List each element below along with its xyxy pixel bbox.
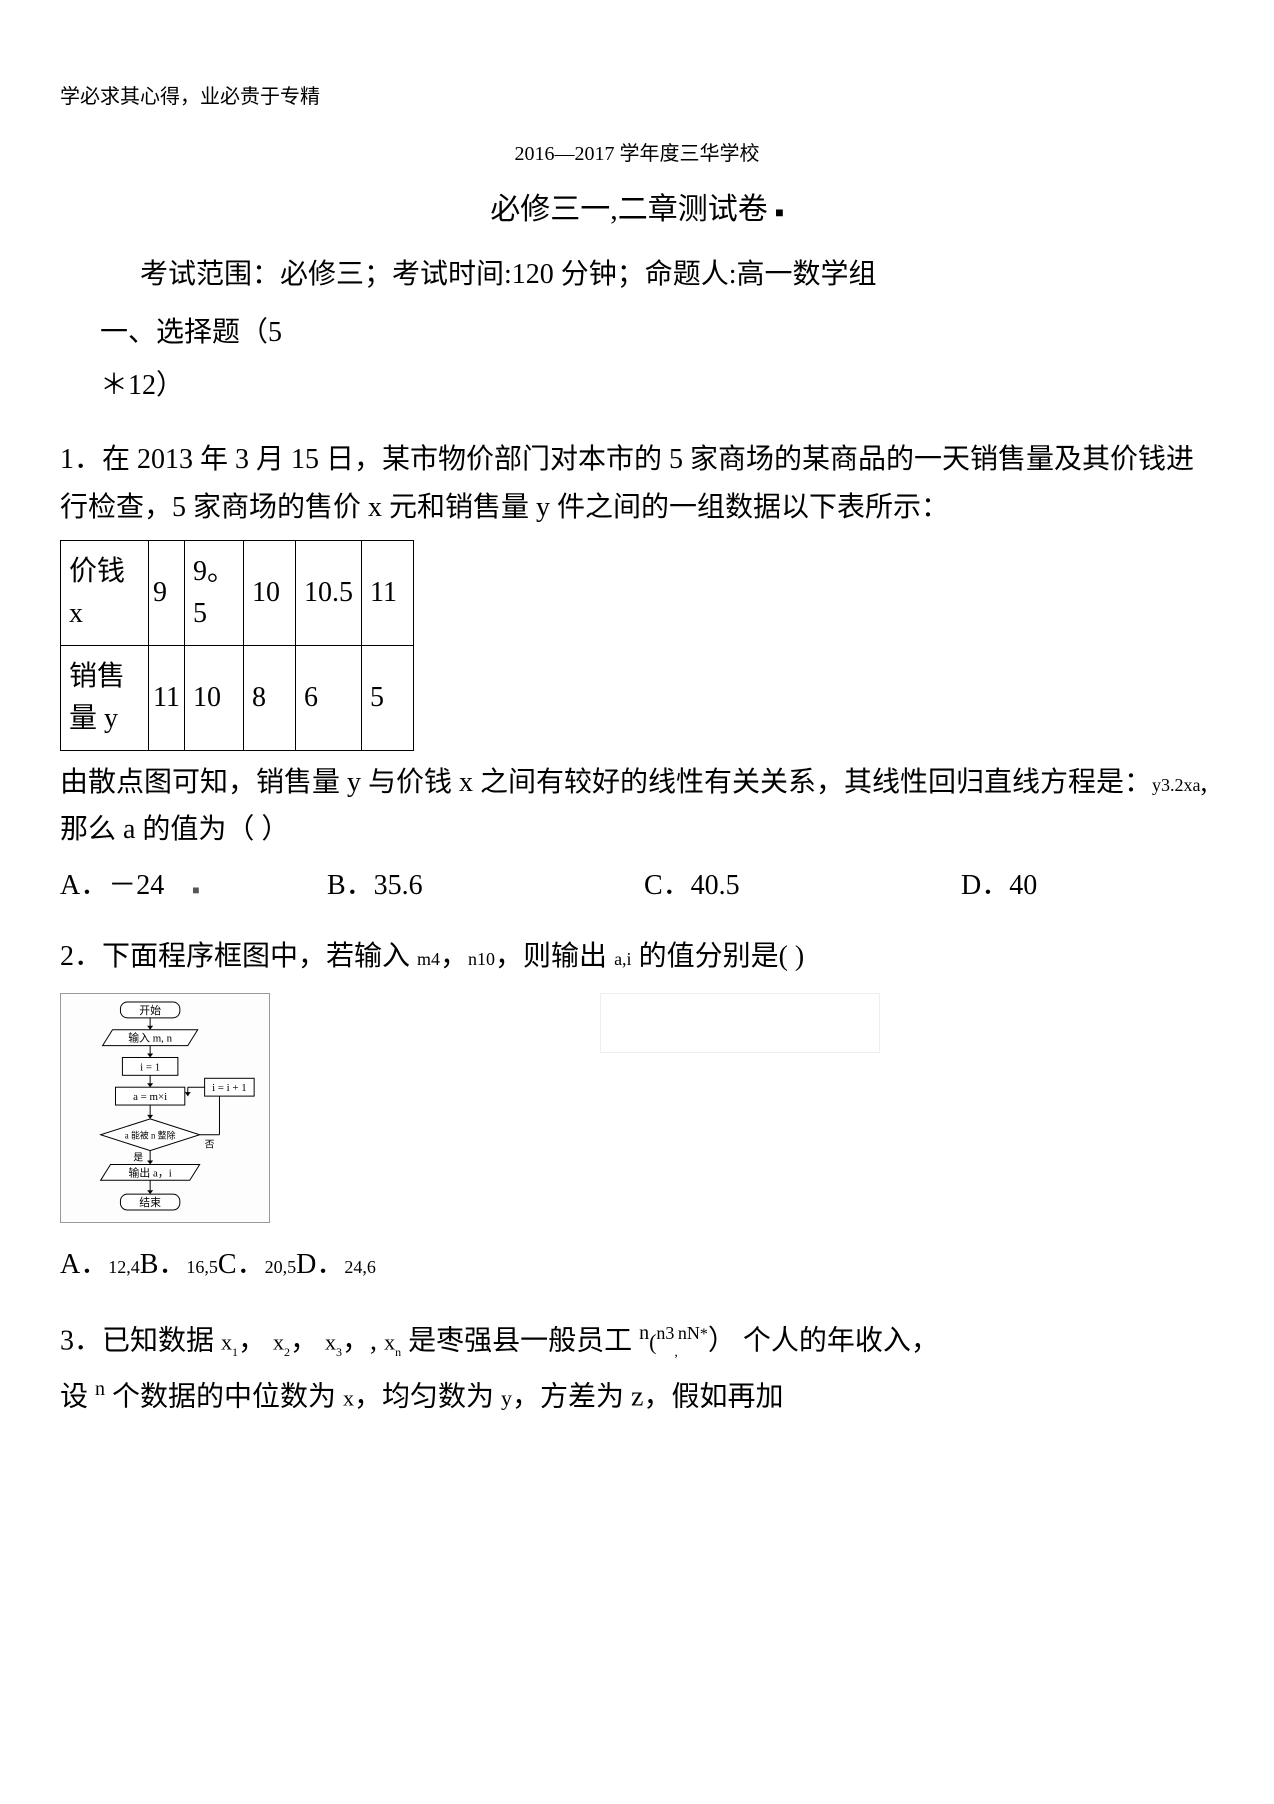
fc-input: 输入 m, n (128, 1031, 172, 1045)
q2-options: A．12,4B．16,5C．20,5D．24,6 (60, 1241, 1214, 1289)
q3-l2c: ，均匀数为 (354, 1381, 501, 1412)
q3-mid1: 是枣强县一般员工 (408, 1325, 639, 1356)
q1-opt-c: C．40.5 (644, 862, 954, 910)
q2-opt-d-v: 24,6 (344, 1257, 376, 1277)
q1-r1-c4: 10.5 (295, 540, 361, 645)
q1-r1-c5: 11 (361, 540, 413, 645)
q2-blank-box (600, 993, 880, 1053)
fc-no: 否 (205, 1139, 215, 1151)
q2-text-c: 的值分别是( ) (632, 941, 805, 972)
q2-opt-b-v: 16,5 (186, 1257, 218, 1277)
q3-c3: ，, (342, 1325, 377, 1356)
epigraph: 学必求其心得，业必贵于专精 (60, 80, 1214, 109)
fc-inc: i = i + 1 (212, 1082, 247, 1094)
q1-opt-d: D．40 (961, 862, 1037, 910)
fc-end: 结束 (139, 1196, 161, 1209)
q3-pre: 3．已知数据 (60, 1325, 221, 1356)
q3-xn: x (384, 1329, 395, 1354)
q3-comma2: , (674, 1344, 678, 1359)
q2-line: 2．下面程序框图中，若输入 m4，n10，则输出 a,i 的值分别是( ) (60, 933, 1214, 981)
q1-text-a: 1．在 2013 年 3 月 15 日，某市物价部门对本市的 5 家商场的某商品… (60, 436, 1214, 531)
q3-mid2: 个人的年收入， (743, 1325, 939, 1356)
q2-opt-c-v: 20,5 (265, 1257, 297, 1277)
dot-icon: ■ (192, 880, 199, 900)
q3-xmed: x (343, 1385, 354, 1410)
fc-calc: a = m×i (133, 1091, 167, 1103)
fc-cond: a 能被 n 整除 (125, 1130, 176, 1141)
q1-opt-a-text: A．－24 (60, 862, 164, 910)
question-1: 1．在 2013 年 3 月 15 日，某市物价部门对本市的 5 家商场的某商品… (60, 436, 1214, 909)
q1-r2-c3: 8 (243, 645, 295, 750)
q1-r2-c2: 10 (184, 645, 243, 750)
q3-sn: n (395, 1344, 401, 1358)
q2-ai: a,i (614, 949, 632, 969)
q2-opt-b-l: B． (140, 1249, 187, 1280)
q1-r1-c2: 9。5 (184, 540, 243, 645)
flowchart-icon: 开始 输入 m, n i = 1 a = m×i a 能被 n 整除 (60, 993, 270, 1223)
q1-row2-label: 销售量 y (61, 645, 149, 750)
q2-opt-a-l: A． (60, 1249, 108, 1280)
school-year: 2016—2017 学年度三华学校 (60, 137, 1214, 166)
title-dot: ■ (775, 206, 783, 221)
q1-table: 价钱 x 9 9。5 10 10.5 11 销售量 y 11 10 8 6 5 (60, 540, 414, 751)
q1-opt-b: B．35.6 (327, 862, 637, 910)
q2-flowchart-row: 开始 输入 m, n i = 1 a = m×i a 能被 n 整除 (60, 993, 1214, 1223)
table-row: 销售量 y 11 10 8 6 5 (61, 645, 414, 750)
fc-out: 输出 a，i (129, 1165, 172, 1179)
q3-n2: n (95, 1378, 105, 1400)
q3-x1: x (221, 1329, 232, 1354)
exam-info: 考试范围：必修三；考试时间:120 分钟；命题人:高一数学组 (140, 252, 1214, 292)
q1-r2-c1: 11 (149, 645, 185, 750)
q1-r1-c1: 9 (149, 540, 185, 645)
q2-opt-c-l: C． (218, 1249, 265, 1280)
q2-text-b: ，则输出 (495, 941, 614, 972)
q1-opt-a: A．－24 ■ (60, 862, 320, 910)
title-text: 必修三一,二章测试卷 (490, 193, 768, 226)
q3-nN: nN (678, 1323, 700, 1343)
question-2: 2．下面程序框图中，若输入 m4，n10，则输出 a,i 的值分别是( ) 开始… (60, 933, 1214, 1288)
section-heading-line1: 一、选择题（5 (100, 306, 1214, 359)
section-heading-line2: ＊12） (100, 359, 1214, 412)
q3-c2: ， (290, 1325, 318, 1356)
fc-start: 开始 (139, 1003, 161, 1017)
fc-init: i = 1 (140, 1061, 160, 1073)
q2-text-a: 2．下面程序框图中，若输入 (60, 941, 417, 972)
q1-options: A．－24 ■ B．35.6 C．40.5 D．40 (60, 862, 1214, 910)
question-3: 3．已知数据 x1， x2， x3，, xn 是枣强县一般员工 n(n3,nN*… (60, 1313, 1214, 1426)
main-title: 必修三一,二章测试卷 ■ (60, 184, 1214, 228)
q3-l2d: ，方差为 z，假如再加 (512, 1381, 783, 1412)
q3-c1: ， (238, 1325, 266, 1356)
q2-comma: ， (440, 941, 468, 972)
q1-r1-c3: 10 (243, 540, 295, 645)
q1-text-b: 由散点图可知，销售量 y 与价钱 x 之间有较好的线性有关关系，其线性回归直线方… (60, 759, 1214, 854)
q2-opt-a-v: 12,4 (108, 1257, 140, 1277)
fc-yes: 是 (133, 1151, 143, 1163)
q2-n: n10 (468, 949, 495, 969)
q2-opt-d-l: D． (296, 1249, 344, 1280)
q3-l2a: 设 (60, 1381, 95, 1412)
q1-r2-c5: 5 (361, 645, 413, 750)
q1-r2-c4: 6 (295, 645, 361, 750)
q1-text-b1: 由散点图可知，销售量 y 与价钱 x 之间有较好的线性有关关系，其线性回归直线方… (60, 767, 1152, 798)
q3-nlabel: n (639, 1322, 649, 1344)
q3-x2: x (273, 1329, 284, 1354)
q2-m: m4 (417, 949, 440, 969)
q3-l2b: 个数据的中位数为 (105, 1381, 343, 1412)
table-row: 价钱 x 9 9。5 10 10.5 11 (61, 540, 414, 645)
q3-star: * (700, 1326, 708, 1343)
q3-pr: ） (708, 1325, 736, 1356)
q3-x3: x (325, 1329, 336, 1354)
q3-ymean: y (501, 1385, 512, 1410)
q3-n3: n3 (656, 1323, 674, 1343)
q1-row1-label: 价钱 x (61, 540, 149, 645)
q1-eq: y3.2xa (1152, 775, 1201, 795)
